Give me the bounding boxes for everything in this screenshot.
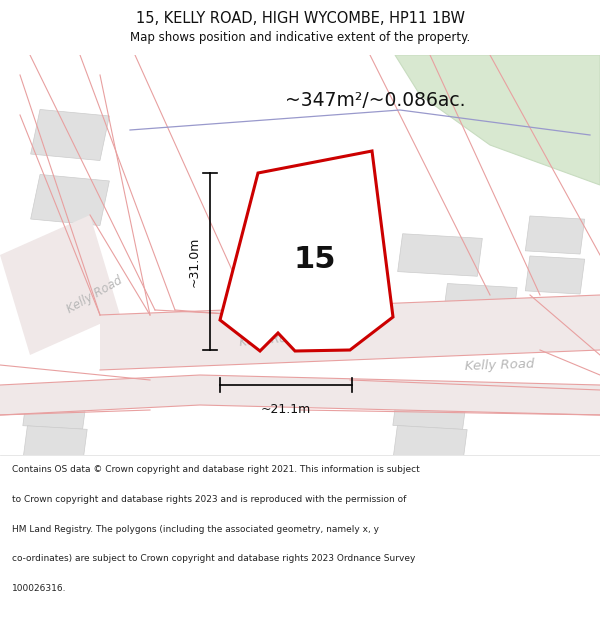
Polygon shape (0, 215, 120, 355)
Polygon shape (100, 295, 600, 370)
Text: ~31.0m: ~31.0m (188, 236, 201, 287)
Bar (398, 234, 482, 276)
Polygon shape (0, 375, 600, 415)
Text: Kelly Road: Kelly Road (65, 274, 125, 316)
Text: to Crown copyright and database rights 2023 and is reproduced with the permissio: to Crown copyright and database rights 2… (12, 495, 406, 504)
Text: Map shows position and indicative extent of the property.: Map shows position and indicative extent… (130, 31, 470, 44)
Text: Contains OS data © Crown copyright and database right 2021. This information is : Contains OS data © Crown copyright and d… (12, 465, 420, 474)
Text: HM Land Registry. The polygons (including the associated geometry, namely x, y: HM Land Registry. The polygons (includin… (12, 525, 379, 534)
Bar (23, 391, 87, 429)
Bar (31, 174, 109, 226)
Bar (26, 242, 94, 288)
Text: Kelly Road: Kelly Road (239, 331, 301, 349)
Bar (526, 256, 584, 294)
Bar (526, 216, 584, 254)
Text: 15: 15 (294, 246, 336, 274)
Bar (23, 426, 87, 464)
Text: 100026316.: 100026316. (12, 584, 67, 593)
Text: Kelly Road: Kelly Road (465, 357, 535, 372)
Polygon shape (395, 55, 600, 185)
Bar (31, 109, 109, 161)
Text: 15, KELLY ROAD, HIGH WYCOMBE, HP11 1BW: 15, KELLY ROAD, HIGH WYCOMBE, HP11 1BW (136, 11, 464, 26)
Text: ~21.1m: ~21.1m (261, 403, 311, 416)
Bar (393, 391, 467, 429)
Bar (443, 284, 517, 322)
Bar (393, 426, 467, 464)
Text: ~347m²/~0.086ac.: ~347m²/~0.086ac. (285, 91, 466, 109)
Polygon shape (220, 151, 393, 351)
Text: co-ordinates) are subject to Crown copyright and database rights 2023 Ordnance S: co-ordinates) are subject to Crown copyr… (12, 554, 415, 564)
